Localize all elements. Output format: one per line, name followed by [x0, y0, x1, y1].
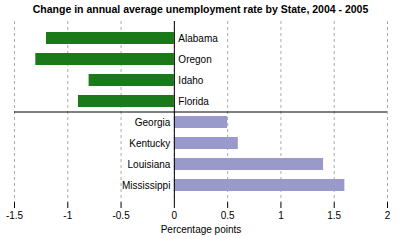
html-text:Change in annual average unemp: Change in annual average unemployment ra…: [32, 3, 369, 15]
svg-text:-1.5: -1.5: [6, 210, 24, 221]
svg-text:Florida: Florida: [178, 96, 209, 107]
svg-text:Mississippi: Mississippi: [122, 180, 170, 191]
svg-text:2: 2: [385, 210, 391, 221]
svg-text:Kentucky: Kentucky: [129, 138, 170, 149]
svg-text:Oregon: Oregon: [178, 54, 211, 65]
svg-text:1: 1: [278, 210, 284, 221]
svg-text:-0.5: -0.5: [112, 210, 130, 221]
svg-text:Percentage points: Percentage points: [161, 224, 242, 235]
svg-text:Idaho: Idaho: [178, 75, 203, 86]
svg-text:0.5: 0.5: [221, 210, 235, 221]
svg-text:0: 0: [172, 210, 178, 221]
svg-text:1.5: 1.5: [327, 210, 341, 221]
svg-text:-1: -1: [63, 210, 72, 221]
svg-text:Georgia: Georgia: [135, 117, 171, 128]
svg-text:Alabama: Alabama: [178, 33, 218, 44]
svg-text:Louisiana: Louisiana: [128, 159, 171, 170]
